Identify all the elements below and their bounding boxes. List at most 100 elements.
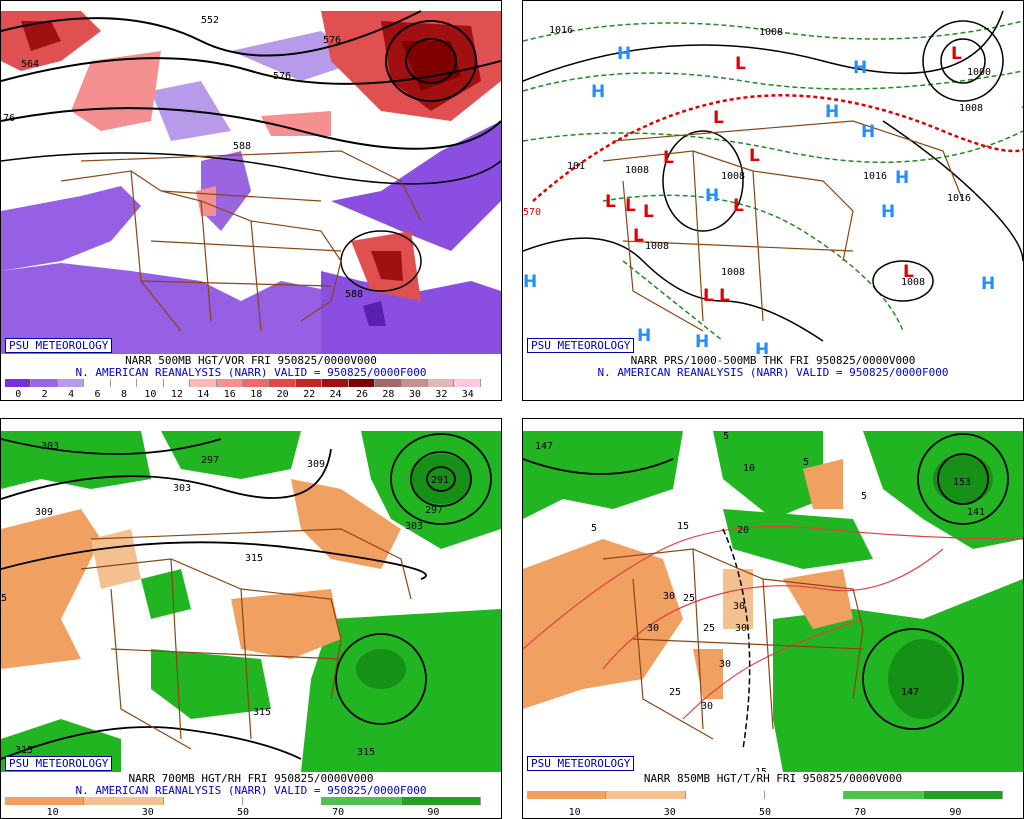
scale-tick-label: 34 (461, 389, 474, 400)
scale-swatch (57, 379, 85, 387)
map-700mb-svg: 303 297 303 309 309 315 291 297 303 315 … (1, 431, 501, 772)
scale-swatch (163, 797, 243, 805)
scale-tick-label: 4 (68, 389, 75, 400)
svg-text:H: H (637, 326, 651, 346)
contour-label: 303 (173, 483, 191, 494)
map-850mb-svg: 147 5 10 5 5 15 20 25 30 25 30 30 30 25 … (523, 431, 1023, 772)
contour-label: 5 (591, 523, 597, 534)
scale-swatch (5, 379, 32, 387)
panel-subtitle: N. AMERICAN REANALYSIS (NARR) VALID = 95… (75, 784, 427, 797)
scale-swatch (216, 379, 243, 387)
scale-tick-label: 10 (144, 389, 157, 400)
scale-swatch (31, 379, 58, 387)
contour-label: 309 (307, 459, 325, 470)
scale-swatch (527, 791, 607, 799)
scale-tick-label: 30 (663, 807, 676, 818)
svg-text:L: L (643, 202, 654, 222)
scale-swatch (295, 379, 323, 387)
scale-tick-label: 24 (329, 389, 342, 400)
contour-label: 5 (803, 457, 809, 468)
scale-swatch (242, 797, 323, 805)
svg-text:H: H (755, 340, 769, 354)
scale-tick-label: 28 (382, 389, 395, 400)
panel-title: NARR 700MB HGT/RH FRI 950825/0000V000 (128, 772, 374, 785)
contour-label: 5 (861, 491, 867, 502)
panel-subtitle: N. AMERICAN REANALYSIS (NARR) VALID = 95… (597, 366, 949, 379)
contour-label: 303 (41, 441, 59, 452)
scale-tick-label: 32 (435, 389, 448, 400)
contour-label: 576 (323, 35, 341, 46)
scale-tick-label: 0 (15, 389, 22, 400)
contour-label: 30 (701, 701, 713, 712)
scale-tick-label: 10 (46, 807, 59, 818)
contour-label: 309 (35, 507, 53, 518)
scale-swatch (375, 379, 402, 387)
scale-swatch (454, 379, 481, 387)
scale-tick-label: 18 (250, 389, 263, 400)
contour-label: 25 (703, 623, 715, 634)
contour-label: 1016 (863, 171, 887, 182)
svg-text:L: L (903, 262, 914, 282)
rh-scale-ticks: 10 30 50 70 90 (523, 807, 1023, 818)
scale-swatch (137, 379, 164, 387)
scale-tick-label: 6 (94, 389, 101, 400)
contour-label: 30 (663, 591, 675, 602)
svg-text:H: H (591, 82, 605, 102)
contour-label: 303 (405, 521, 423, 532)
contour-label: 1008 (721, 171, 745, 182)
contour-label: 315 (245, 553, 263, 564)
panel-pressure-thickness: H H H H H H H H H H H H H L L L L L L L … (522, 0, 1024, 401)
svg-text:L: L (703, 286, 714, 306)
svg-text:L: L (733, 196, 744, 216)
contour-label: 576 (273, 71, 291, 82)
scale-swatch (606, 791, 686, 799)
contour-label: 1000 (967, 67, 991, 78)
contour-label: 147 (901, 687, 919, 698)
scale-tick-label: 70 (854, 807, 867, 818)
psu-meteorology-badge: PSU METEOROLOGY (5, 756, 113, 771)
scale-tick-label: 20 (276, 389, 289, 400)
contour-label: 5 (1, 593, 7, 604)
contour-label: 315 (253, 707, 271, 718)
scale-swatch (190, 379, 217, 387)
contour-label: 30 (647, 623, 659, 634)
contour-label: 30 (719, 659, 731, 670)
contour-label: 15 (677, 521, 689, 532)
rh-color-scale (5, 797, 481, 805)
svg-text:L: L (749, 146, 760, 166)
svg-text:L: L (735, 54, 746, 74)
contour-label: 147 (535, 441, 553, 452)
contour-label: 1008 (959, 103, 983, 114)
panel-title: NARR 500MB HGT/VOR FRI 950825/0000V000 (125, 354, 377, 367)
map-pressure-svg: H H H H H H H H H H H H H L L L L L L L … (523, 10, 1023, 354)
map-850mb: 147 5 10 5 5 15 20 25 30 25 30 30 30 25 … (523, 419, 1023, 772)
scale-swatch (401, 797, 481, 805)
scale-swatch (764, 791, 845, 799)
vorticity-scale-ticks: 0 2 4 6 8 10 12 14 16 18 20 22 24 26 28 30 32 34 (1, 389, 501, 400)
rh-scale-ticks: 10 30 50 70 90 (1, 807, 501, 818)
contour-label: 1008 (901, 277, 925, 288)
scale-swatch (923, 791, 1003, 799)
panel-subtitle: N. AMERICAN REANALYSIS (NARR) VALID = 95… (75, 366, 427, 379)
scale-swatch (163, 379, 191, 387)
map-500mb-svg: 552 564 576 588 588 576 76 (1, 10, 501, 354)
contour-label: 1008 (721, 267, 745, 278)
svg-text:H: H (861, 122, 875, 142)
scale-swatch (84, 797, 164, 805)
svg-text:L: L (719, 286, 730, 306)
contour-label: 1016 (549, 25, 573, 36)
psu-meteorology-badge: PSU METEOROLOGY (5, 338, 113, 353)
svg-text:H: H (695, 332, 709, 352)
svg-text:L: L (713, 108, 724, 128)
map-700mb: 303 297 303 309 309 315 291 297 303 315 … (1, 419, 501, 772)
scale-tick-label: 30 (141, 807, 154, 818)
panel-title: NARR 850MB HGT/T/RH FRI 950825/0000V000 (643, 772, 903, 785)
scale-tick-label: 10 (568, 807, 581, 818)
contour-label: 564 (21, 59, 39, 70)
contour-label: 297 (201, 455, 219, 466)
psu-meteorology-badge: PSU METEOROLOGY (527, 338, 635, 353)
scale-tick-label: 50 (236, 807, 250, 818)
psu-meteorology-badge: PSU METEOROLOGY (527, 756, 635, 771)
contour-label: 1008 (625, 165, 649, 176)
scale-tick-label: 90 (427, 807, 440, 818)
